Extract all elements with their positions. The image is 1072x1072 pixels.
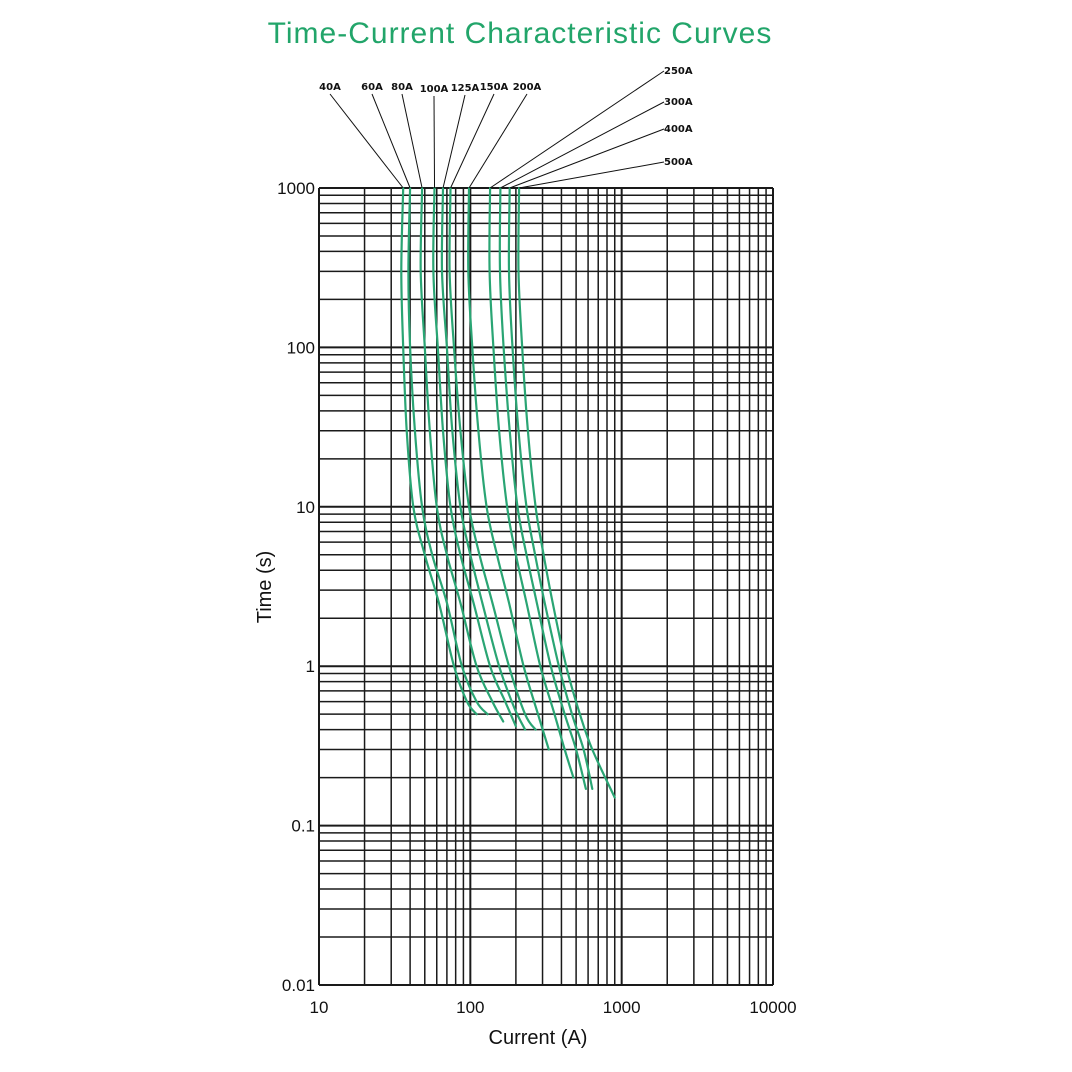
- x-tick-label: 100: [456, 998, 484, 1017]
- rating-label-300A: 300A: [664, 97, 693, 108]
- series-curve-100A: [432, 186, 517, 728]
- series-curve-200A: [467, 186, 550, 751]
- y-tick-label: 0.1: [291, 817, 315, 836]
- series-curve-125A: [440, 186, 527, 731]
- leader-line-60A: [371, 93, 411, 189]
- rating-label-400A: 400A: [664, 124, 693, 135]
- rating-label-500A: 500A: [664, 157, 693, 168]
- rating-label-60A: 60A: [361, 82, 383, 93]
- rating-label-250A: 250A: [664, 66, 693, 77]
- y-tick-label: 100: [287, 338, 315, 357]
- series-curve-500A: [517, 186, 616, 799]
- rating-label-80A: 80A: [391, 82, 413, 93]
- leader-line-80A: [401, 93, 423, 189]
- leader-line-125A: [442, 94, 466, 189]
- rating-label-200A: 200A: [513, 82, 542, 93]
- leader-line-200A: [468, 93, 528, 189]
- rating-leaders: [329, 70, 665, 189]
- x-tick-label: 10000: [749, 998, 796, 1017]
- leader-line-250A: [489, 70, 665, 189]
- y-tick-label: 10: [296, 498, 315, 517]
- leader-line-150A: [450, 93, 495, 189]
- rating-label-40A: 40A: [319, 82, 341, 93]
- y-tick-label: 1: [306, 657, 315, 676]
- curves: [400, 186, 616, 799]
- series-curve-40A: [400, 186, 478, 716]
- chart-title: Time-Current Characteristic Curves: [268, 17, 773, 50]
- y-tick-label: 0.01: [282, 976, 315, 995]
- x-tick-label: 10: [310, 998, 329, 1017]
- rating-label-150A: 150A: [480, 82, 509, 93]
- series-curve-60A: [407, 186, 489, 716]
- tick-labels: 10 100 1000 10000 1000 100 10 1 0.1 0.01: [277, 179, 796, 1017]
- x-axis-label: Current (A): [489, 1027, 588, 1049]
- x-tick-label: 1000: [603, 998, 641, 1017]
- leader-line-400A: [509, 128, 665, 189]
- leader-line-40A: [329, 93, 404, 189]
- rating-label-100A: 100A: [420, 84, 449, 95]
- leader-line-500A: [519, 161, 665, 189]
- grid: [318, 187, 774, 986]
- series-curve-250A: [488, 186, 575, 779]
- y-axis-label: Time (s): [254, 551, 276, 624]
- series-curve-80A: [419, 186, 505, 723]
- series-curve-150A: [448, 186, 537, 731]
- series-curve-300A: [498, 186, 587, 790]
- leader-line-100A: [433, 95, 436, 189]
- rating-labels: 40A 60A 80A 100A 125A 150A 200A 250A 300A 400A 500…: [319, 66, 693, 168]
- y-tick-label: 1000: [277, 179, 315, 198]
- leader-line-300A: [500, 101, 665, 189]
- rating-label-125A: 125A: [451, 83, 480, 94]
- series-curve-400A: [507, 186, 594, 790]
